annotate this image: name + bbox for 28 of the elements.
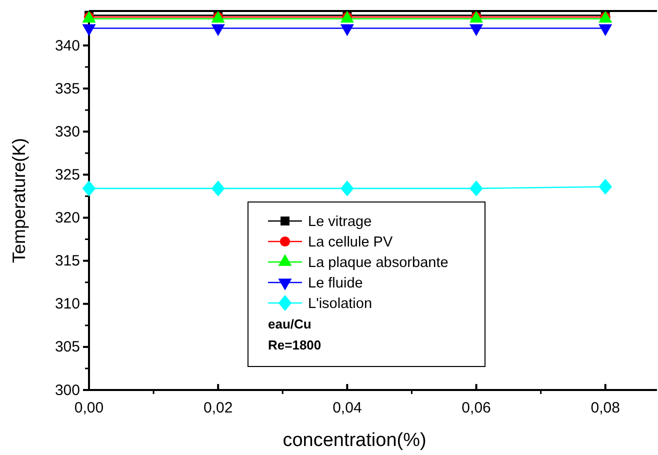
y-tick-label: 305 bbox=[54, 338, 80, 356]
y-tick-label: 330 bbox=[54, 123, 80, 140]
point bbox=[211, 180, 225, 196]
y-tick-label: 325 bbox=[54, 166, 80, 184]
y-tick-label: 340 bbox=[54, 37, 80, 54]
y-tick-label: 310 bbox=[54, 296, 80, 313]
legend-label: La plaque absorbante bbox=[308, 255, 448, 271]
legend-label: Le fluide bbox=[308, 276, 363, 292]
x-tick-label: 0,06 bbox=[462, 400, 491, 416]
annotation: Re=1800 bbox=[268, 338, 322, 352]
point bbox=[340, 180, 354, 196]
x-tick-label: 0,00 bbox=[74, 400, 104, 416]
y-tick-label: 320 bbox=[54, 210, 80, 227]
legend-label: Le vitrage bbox=[308, 214, 372, 230]
y-tick-label: 300 bbox=[54, 382, 80, 399]
x-tick-label: 0,08 bbox=[590, 400, 620, 416]
y-tick-label: 335 bbox=[54, 80, 80, 98]
point bbox=[470, 180, 483, 196]
annotation: eau/Cu bbox=[268, 316, 312, 332]
y-axis-title: Temperature(K) bbox=[9, 138, 29, 264]
legend-label: L'isolation bbox=[308, 296, 372, 312]
legend-label: La cellule PV bbox=[308, 234, 393, 250]
point bbox=[82, 180, 96, 196]
y-tick-label: 315 bbox=[54, 252, 80, 270]
x-tick-label: 0,04 bbox=[332, 400, 362, 416]
x-axis-title: concentration(%) bbox=[282, 430, 426, 451]
point bbox=[598, 178, 612, 195]
x-tick-label: 0,02 bbox=[203, 400, 233, 416]
